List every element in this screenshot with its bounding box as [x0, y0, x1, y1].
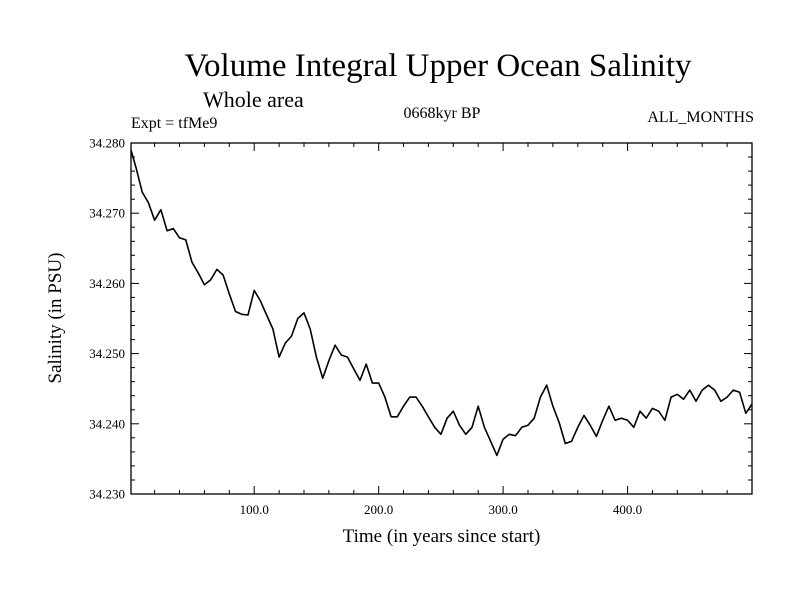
- x-tick-label: 400.0: [613, 502, 642, 517]
- y-tick-label: 34.250: [89, 346, 125, 361]
- y-axis-label: Salinity (in PSU): [45, 253, 66, 384]
- y-tick-label: 34.280: [89, 136, 125, 151]
- y-tick-label: 34.260: [89, 276, 125, 291]
- y-tick-label: 34.270: [89, 206, 125, 221]
- chart-subtitle: Whole area: [203, 87, 304, 112]
- x-tick-label: 100.0: [240, 502, 269, 517]
- x-axis-label: Time (in years since start): [343, 526, 541, 547]
- x-tick-label: 200.0: [364, 502, 393, 517]
- chart-title: Volume Integral Upper Ocean Salinity: [184, 48, 692, 84]
- axis-ticks: [131, 142, 752, 495]
- y-tick-label: 34.240: [89, 416, 125, 431]
- months-label: ALL_MONTHS: [647, 109, 754, 126]
- period-label: 0668kyr BP: [403, 105, 481, 122]
- plot-frame: [130, 142, 753, 495]
- experiment-label: Expt = tfMe9: [131, 115, 218, 132]
- salinity-series-line: [130, 149, 753, 457]
- axis-tick-labels: 34.230 34.240 34.250 34.260 34.270 34.280 100.…: [89, 136, 642, 518]
- y-tick-label: 34.230: [89, 487, 125, 502]
- x-tick-label: 300.0: [488, 502, 517, 517]
